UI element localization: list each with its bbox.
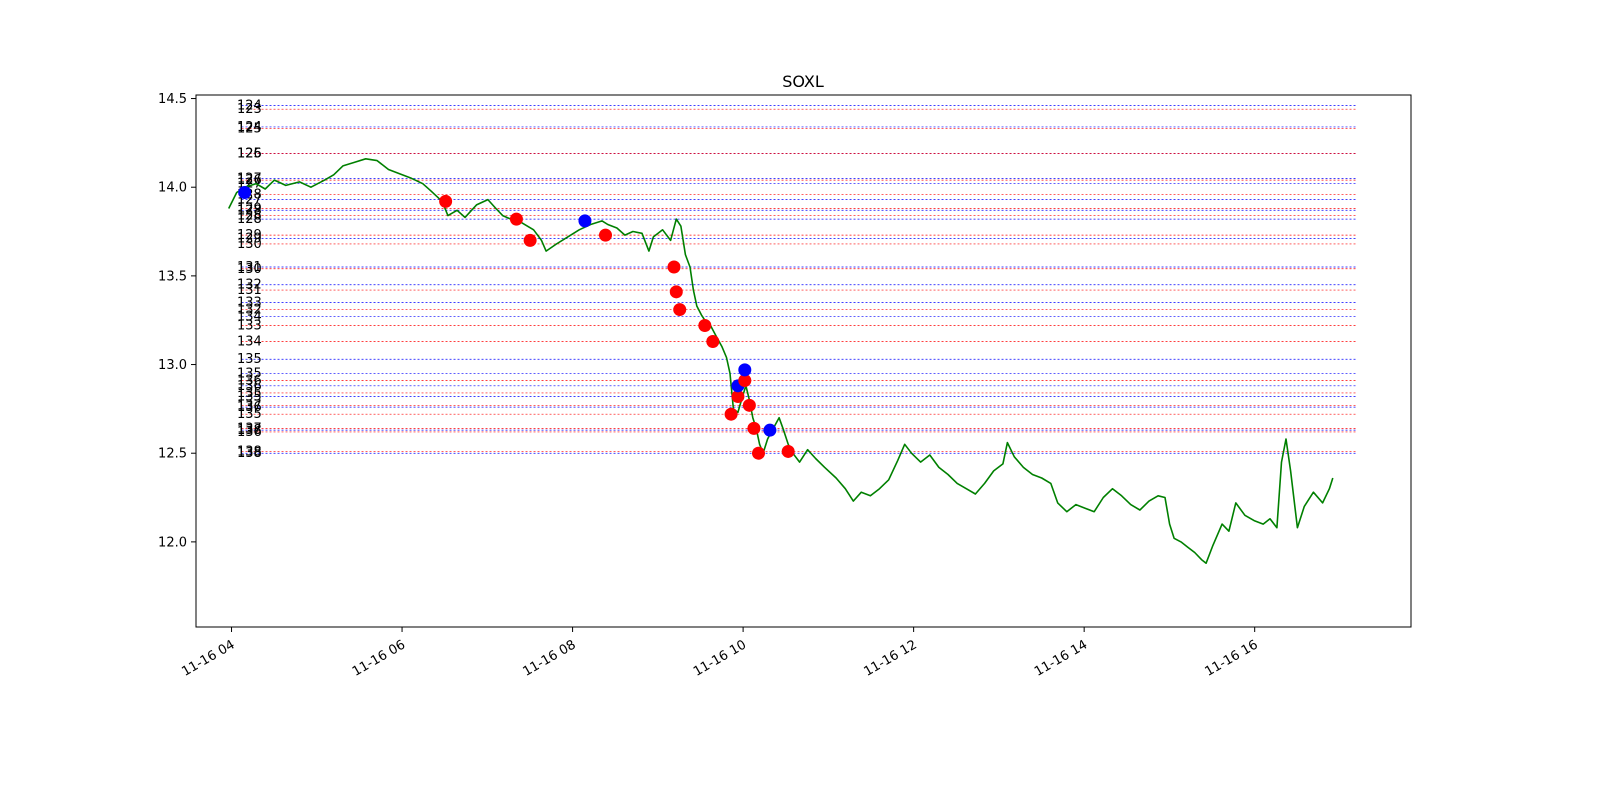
level-label: 126 [237, 147, 262, 162]
price-series [227, 158, 1334, 564]
level-label: 132 [237, 303, 262, 318]
sell-marker [673, 303, 687, 317]
level-label: 135 [237, 366, 262, 381]
y-tick-label: 12.5 [158, 447, 187, 462]
y-tick-label: 14.0 [158, 181, 187, 196]
sell-marker [523, 233, 537, 247]
level-label: 131 [237, 260, 262, 275]
level-label: 135 [237, 407, 262, 422]
sell-marker [509, 212, 523, 226]
y-tick-label: 14.5 [158, 92, 187, 107]
sell-marker [439, 194, 453, 208]
buy-marker [763, 423, 777, 437]
sell-marker [669, 285, 683, 299]
level-label: 138 [237, 444, 262, 459]
level-label: 129 [237, 232, 262, 247]
level-label: 137 [237, 421, 262, 436]
level-label: 131 [237, 283, 262, 298]
level-labels: 1241231241251261251271261271281271291281… [237, 99, 262, 462]
trade-markers [238, 186, 795, 460]
sell-marker [751, 446, 765, 460]
sell-marker [698, 319, 712, 333]
level-label: 125 [237, 122, 262, 137]
level-label: 135 [237, 389, 262, 404]
level-label: 138 [237, 446, 262, 461]
level-label: 133 [237, 295, 262, 310]
y-tick-label: 12.0 [158, 535, 187, 550]
level-label: 135 [237, 386, 262, 401]
series-line [227, 158, 1334, 564]
level-label: 136 [237, 425, 262, 440]
plot-frame [195, 94, 1412, 628]
level-label: 128 [237, 209, 262, 224]
level-label: 133 [237, 319, 262, 334]
level-label: 129 [237, 201, 262, 216]
level-lines [241, 105, 1356, 454]
chart-title: SOXL [782, 72, 824, 91]
level-label: 134 [237, 310, 262, 325]
sell-marker [731, 389, 745, 403]
sell-marker [724, 407, 738, 421]
level-label: 130 [237, 237, 262, 252]
sell-marker [667, 260, 681, 274]
sell-marker [781, 444, 795, 458]
level-label: 130 [237, 262, 262, 277]
level-label: 137 [237, 398, 262, 413]
sell-marker [742, 398, 756, 412]
level-label: 125 [237, 147, 262, 162]
y-axis: 12.0 12.5 13.0 13.5 14.0 14.5 [158, 92, 196, 550]
level-label: 123 [237, 102, 262, 117]
buy-marker [578, 214, 592, 228]
level-label: 136 [237, 374, 262, 389]
level-label: 138 [237, 423, 262, 438]
sell-marker [738, 374, 752, 388]
level-label: 136 [237, 400, 262, 415]
y-tick-label: 13.0 [158, 358, 187, 373]
sell-marker [747, 421, 761, 435]
level-label: 128 [237, 212, 262, 227]
sell-marker [598, 228, 612, 242]
level-label: 134 [237, 334, 262, 349]
y-tick-label: 13.5 [158, 269, 187, 284]
buy-marker [738, 363, 752, 377]
buy-marker [238, 186, 252, 200]
level-label: 128 [237, 203, 262, 218]
level-label: 124 [237, 99, 262, 114]
level-label: 135 [237, 352, 262, 367]
level-label: 124 [237, 120, 262, 135]
level-label: 132 [237, 278, 262, 293]
level-label: 129 [237, 228, 262, 243]
level-label: 136 [237, 379, 262, 394]
level-label: 127 [237, 171, 262, 186]
sell-marker [706, 334, 720, 348]
